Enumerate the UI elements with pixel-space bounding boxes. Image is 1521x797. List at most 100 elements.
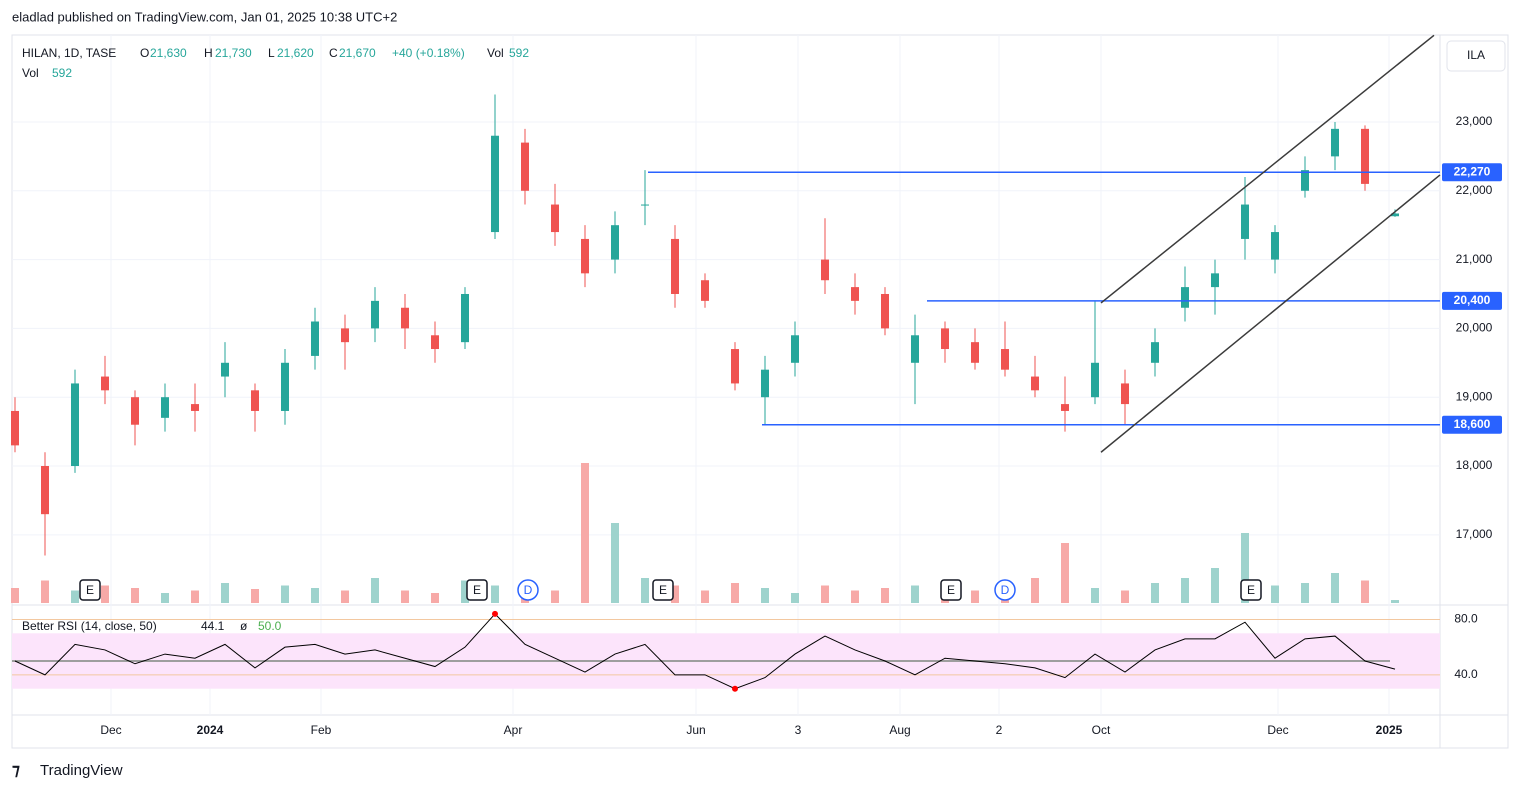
x-tick-label: 2 <box>996 723 1003 737</box>
dividend-marker <box>994 579 1016 601</box>
trend-line <box>1100 34 1435 304</box>
candle-body <box>671 238 679 294</box>
volume-bar <box>911 585 919 603</box>
volume-bar <box>851 590 859 603</box>
y-tick-label: 23,000 <box>1456 114 1493 128</box>
x-tick-label: 2024 <box>197 723 224 737</box>
volume-bar <box>1091 588 1099 603</box>
candle-body <box>851 287 859 301</box>
volume-bar <box>1331 573 1339 603</box>
legend: HILAN, 1D, TASE O 21,630 H 21,730 L 21,6… <box>22 46 529 633</box>
event-label: D <box>1001 583 1010 597</box>
vol: 592 <box>509 46 529 60</box>
candle-body <box>551 204 559 233</box>
candle-body <box>71 383 79 467</box>
volume-bar <box>551 590 559 603</box>
candle-body <box>521 142 529 191</box>
low-label: L <box>268 46 275 60</box>
level-label-bg <box>1442 291 1502 310</box>
volume-bar <box>971 590 979 603</box>
candle-body <box>341 328 349 343</box>
candle-body <box>1091 362 1099 398</box>
candle-body <box>491 135 499 233</box>
earnings-marker <box>1240 579 1262 601</box>
earnings-marker <box>940 579 962 601</box>
footer-brand: TradingView <box>40 762 123 779</box>
x-tick-label: Apr <box>504 723 523 737</box>
volume-bar <box>1211 568 1219 603</box>
candle-body <box>1121 383 1129 405</box>
volume-bar <box>1361 580 1369 603</box>
symbol: HILAN, 1D, TASE <box>22 46 116 60</box>
candle-body <box>641 204 649 206</box>
candle-body <box>1001 349 1009 370</box>
volume-bar <box>11 588 19 603</box>
volume-bar <box>611 523 619 603</box>
volume-bar <box>701 590 709 603</box>
currency-box[interactable] <box>1446 40 1506 72</box>
candle-body <box>581 238 589 274</box>
volume-bar <box>431 593 439 603</box>
volume-bar <box>341 590 349 603</box>
rsi-symbol: ø <box>240 619 248 633</box>
volume-bar <box>641 578 649 603</box>
vol-line-label: Vol <box>22 66 39 80</box>
earnings-marker <box>466 579 488 601</box>
rsi-line <box>14 613 1396 690</box>
rsi-tick-label: 40.0 <box>1454 667 1478 681</box>
candle-body <box>911 335 919 363</box>
candle-body <box>161 397 169 418</box>
volume-bar <box>71 590 79 603</box>
candle-body <box>311 321 319 356</box>
earnings-marker <box>652 579 674 601</box>
candle-body <box>131 397 139 425</box>
volume-bar <box>491 585 499 603</box>
candle-body <box>731 349 739 384</box>
rsi-extreme <box>732 685 738 692</box>
high-label: H <box>204 46 213 60</box>
x-tick-label: 3 <box>795 723 802 737</box>
volume-bar <box>161 593 169 603</box>
candle-body <box>941 328 949 350</box>
candle-body <box>701 280 709 301</box>
close-label: C <box>329 46 338 60</box>
candle-body <box>1211 273 1219 288</box>
close: 21,670 <box>339 46 376 60</box>
volume-bar <box>1031 578 1039 603</box>
volume-bar <box>191 590 199 603</box>
candle-body <box>791 335 799 363</box>
level-label-bg <box>1442 415 1502 434</box>
change: +40 (+0.18%) <box>392 46 465 60</box>
x-tick-label: Jun <box>686 723 705 737</box>
volume-bar <box>1121 590 1129 603</box>
candle-body <box>191 404 199 411</box>
x-tick-label: Feb <box>311 723 332 737</box>
event-label: E <box>1247 583 1255 597</box>
candle-body <box>41 466 49 515</box>
vol-label: Vol <box>487 46 504 60</box>
y-tick-label: 19,000 <box>1456 389 1493 403</box>
candle-body <box>611 225 619 260</box>
candle-body <box>1031 376 1039 391</box>
candle-body <box>1391 213 1399 217</box>
volume-bar <box>671 585 679 603</box>
candle-body <box>1061 404 1069 411</box>
candle-body <box>881 293 889 329</box>
candle-body <box>221 362 229 377</box>
volume-bar <box>791 593 799 603</box>
open: 21,630 <box>150 46 187 60</box>
candle-body <box>11 410 19 446</box>
currency: ILA <box>1467 48 1485 62</box>
vol-line-value: 592 <box>52 66 72 80</box>
candle-body <box>431 335 439 350</box>
x-tick-label: Aug <box>889 723 910 737</box>
volume-bar <box>761 588 769 603</box>
volume-bar <box>311 588 319 603</box>
x-tick-label: 2025 <box>1376 723 1403 737</box>
candle-body <box>821 259 829 281</box>
y-tick-label: 21,000 <box>1456 252 1493 266</box>
y-tick-label: 18,000 <box>1456 458 1493 472</box>
rsi-title: Better RSI (14, close, 50) <box>22 619 157 633</box>
